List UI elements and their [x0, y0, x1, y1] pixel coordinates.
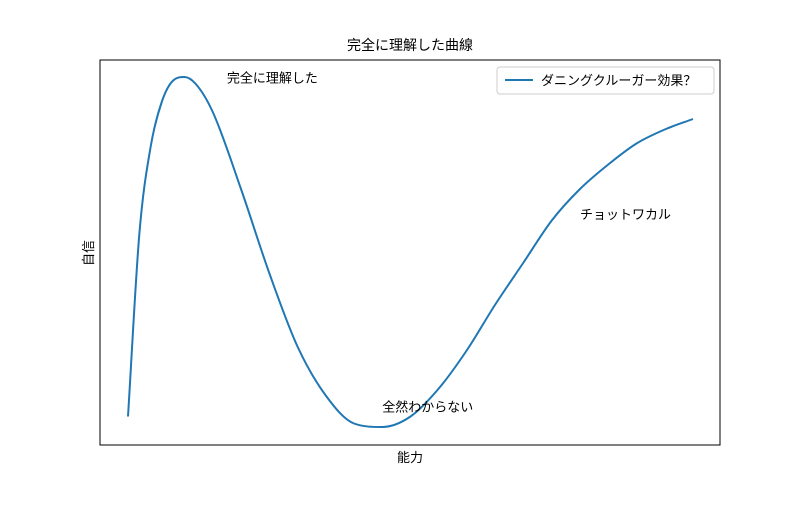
- x-axis-label: 能力: [397, 451, 423, 466]
- plot-area: [100, 60, 720, 445]
- legend-label: ダニングクルーガー効果？: [541, 74, 696, 89]
- chart-title: 完全に理解した曲線: [347, 37, 473, 54]
- legend: ダニングクルーガー効果？: [496, 66, 715, 95]
- annotation-label-1: 完全に理解した: [227, 71, 318, 87]
- plot-frame: [99, 59, 721, 446]
- annotation-label-2: 全然わからない: [382, 400, 473, 416]
- annotation-label-3: チョットワカル: [580, 208, 671, 223]
- y-axis-label: 自信: [82, 240, 97, 266]
- legend-box: [496, 66, 715, 95]
- series-line: [127, 75, 694, 429]
